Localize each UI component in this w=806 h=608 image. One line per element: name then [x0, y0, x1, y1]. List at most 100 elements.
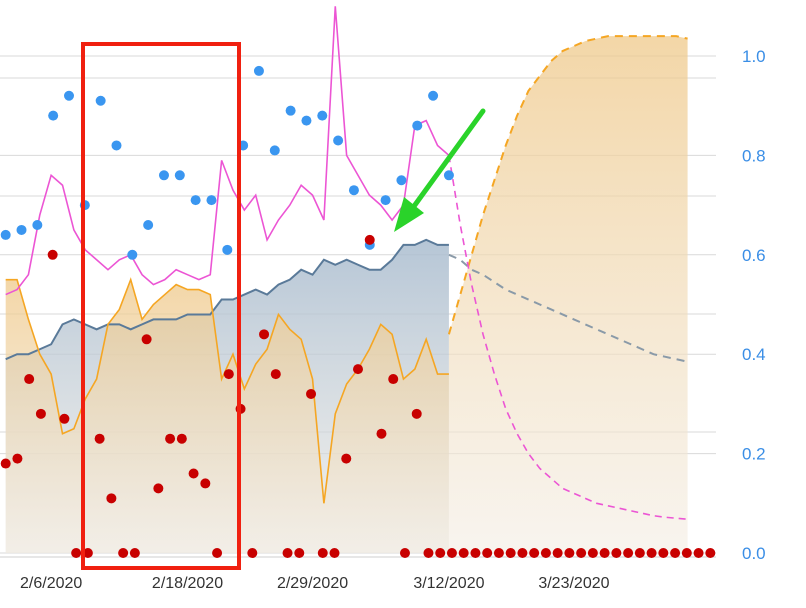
data-point-red — [446, 548, 457, 558]
data-point-blue — [222, 244, 233, 255]
data-point-blue — [190, 195, 201, 206]
data-point-blue — [174, 170, 185, 181]
data-point-red — [353, 364, 363, 375]
x-axis-tick: 3/23/2020 — [538, 575, 609, 592]
data-point-red — [306, 388, 317, 399]
data-point-red — [388, 374, 399, 385]
data-point-red — [176, 433, 187, 444]
data-point-red — [188, 468, 199, 479]
data-point-red — [587, 548, 598, 558]
right-axis-tick: 0.0 — [742, 544, 766, 563]
data-point-blue — [111, 140, 122, 151]
data-point-red — [540, 548, 551, 558]
data-point-red — [118, 548, 129, 558]
x-axis-tick: 2/18/2020 — [152, 575, 223, 592]
data-point-red — [165, 433, 176, 444]
data-point-blue — [396, 175, 407, 186]
data-point-red — [247, 548, 258, 558]
arrow-shaft — [409, 108, 486, 212]
data-point-red — [341, 453, 352, 464]
data-point-red — [71, 548, 82, 558]
data-point-red — [24, 374, 35, 385]
data-point-red — [399, 548, 410, 558]
area-fill-orange — [5, 279, 449, 553]
data-point-blue — [301, 115, 312, 126]
data-point-blue — [32, 219, 43, 230]
data-point-blue — [143, 219, 154, 230]
data-point-red — [259, 329, 270, 340]
data-point-red — [294, 548, 305, 558]
data-point-blue — [48, 110, 59, 121]
data-point-red — [599, 548, 610, 558]
data-point-red — [435, 548, 446, 558]
data-point-red — [59, 413, 70, 424]
data-point-red — [82, 548, 93, 558]
x-axis-tick: 2/6/2020 — [20, 575, 82, 592]
data-point-red — [552, 548, 563, 558]
projection-line-pink — [448, 155, 688, 521]
data-point-blue — [380, 195, 391, 206]
area-series — [5, 239, 449, 553]
data-point-red — [576, 548, 587, 558]
data-point-red — [705, 548, 716, 558]
arrow-head — [394, 197, 424, 232]
highlight-box — [81, 42, 241, 570]
data-point-blue — [348, 185, 359, 196]
line-orange — [5, 277, 449, 504]
data-point-blue — [158, 170, 169, 181]
data-point-blue — [0, 229, 11, 240]
data-point-red — [505, 548, 516, 558]
projection-areas — [448, 36, 688, 554]
data-point-red — [270, 369, 281, 380]
right-axis-tick: 0.8 — [742, 146, 766, 165]
data-point-red — [482, 548, 493, 558]
data-point-red — [12, 453, 23, 464]
data-point-blue — [333, 135, 344, 146]
right-axis-tick: 1.0 — [742, 47, 766, 66]
projection-area-orange — [448, 36, 688, 554]
data-point-red — [423, 548, 434, 558]
data-point-red — [212, 548, 223, 558]
data-point-red — [141, 334, 152, 345]
data-point-red — [529, 548, 540, 558]
data-point-red — [470, 548, 481, 558]
right-axis: 0.0 0.2 0.4 0.6 0.8 1.0 — [742, 47, 766, 563]
line-blue — [5, 238, 449, 361]
data-point-red — [670, 548, 681, 558]
data-point-blue — [443, 170, 454, 181]
data-point-red — [364, 234, 375, 245]
data-point-red — [693, 548, 704, 558]
data-point-red — [0, 458, 11, 469]
data-point-red — [129, 548, 140, 558]
line-pink — [5, 6, 450, 296]
data-point-red — [376, 428, 387, 439]
x-axis-tick: 2/29/2020 — [277, 575, 348, 592]
data-point-red — [200, 478, 211, 489]
data-point-red — [646, 548, 657, 558]
data-point-blue — [127, 249, 138, 260]
data-point-blue — [317, 110, 328, 121]
data-point-blue — [285, 105, 296, 116]
data-point-red — [517, 548, 528, 558]
x-axis-tick: 3/12/2020 — [413, 575, 484, 592]
data-point-red — [94, 433, 105, 444]
right-axis-tick: 0.4 — [742, 345, 766, 364]
data-point-red — [458, 548, 469, 558]
data-point-red — [658, 548, 669, 558]
data-point-red — [35, 408, 46, 419]
data-point-red — [153, 483, 164, 494]
data-point-red — [106, 493, 117, 504]
x-axis: 2/6/2020 2/18/2020 2/29/2020 3/12/2020 3/23/… — [20, 575, 610, 592]
annotations — [81, 42, 486, 570]
data-point-blue — [16, 224, 27, 235]
data-point-blue — [64, 90, 75, 101]
data-point-blue — [253, 65, 264, 76]
data-point-red — [282, 548, 293, 558]
data-point-red — [493, 548, 504, 558]
scatter-points — [0, 65, 716, 558]
data-point-blue — [428, 90, 439, 101]
data-point-red — [411, 408, 422, 419]
right-axis-tick: 0.6 — [742, 246, 766, 265]
data-point-red — [611, 548, 622, 558]
